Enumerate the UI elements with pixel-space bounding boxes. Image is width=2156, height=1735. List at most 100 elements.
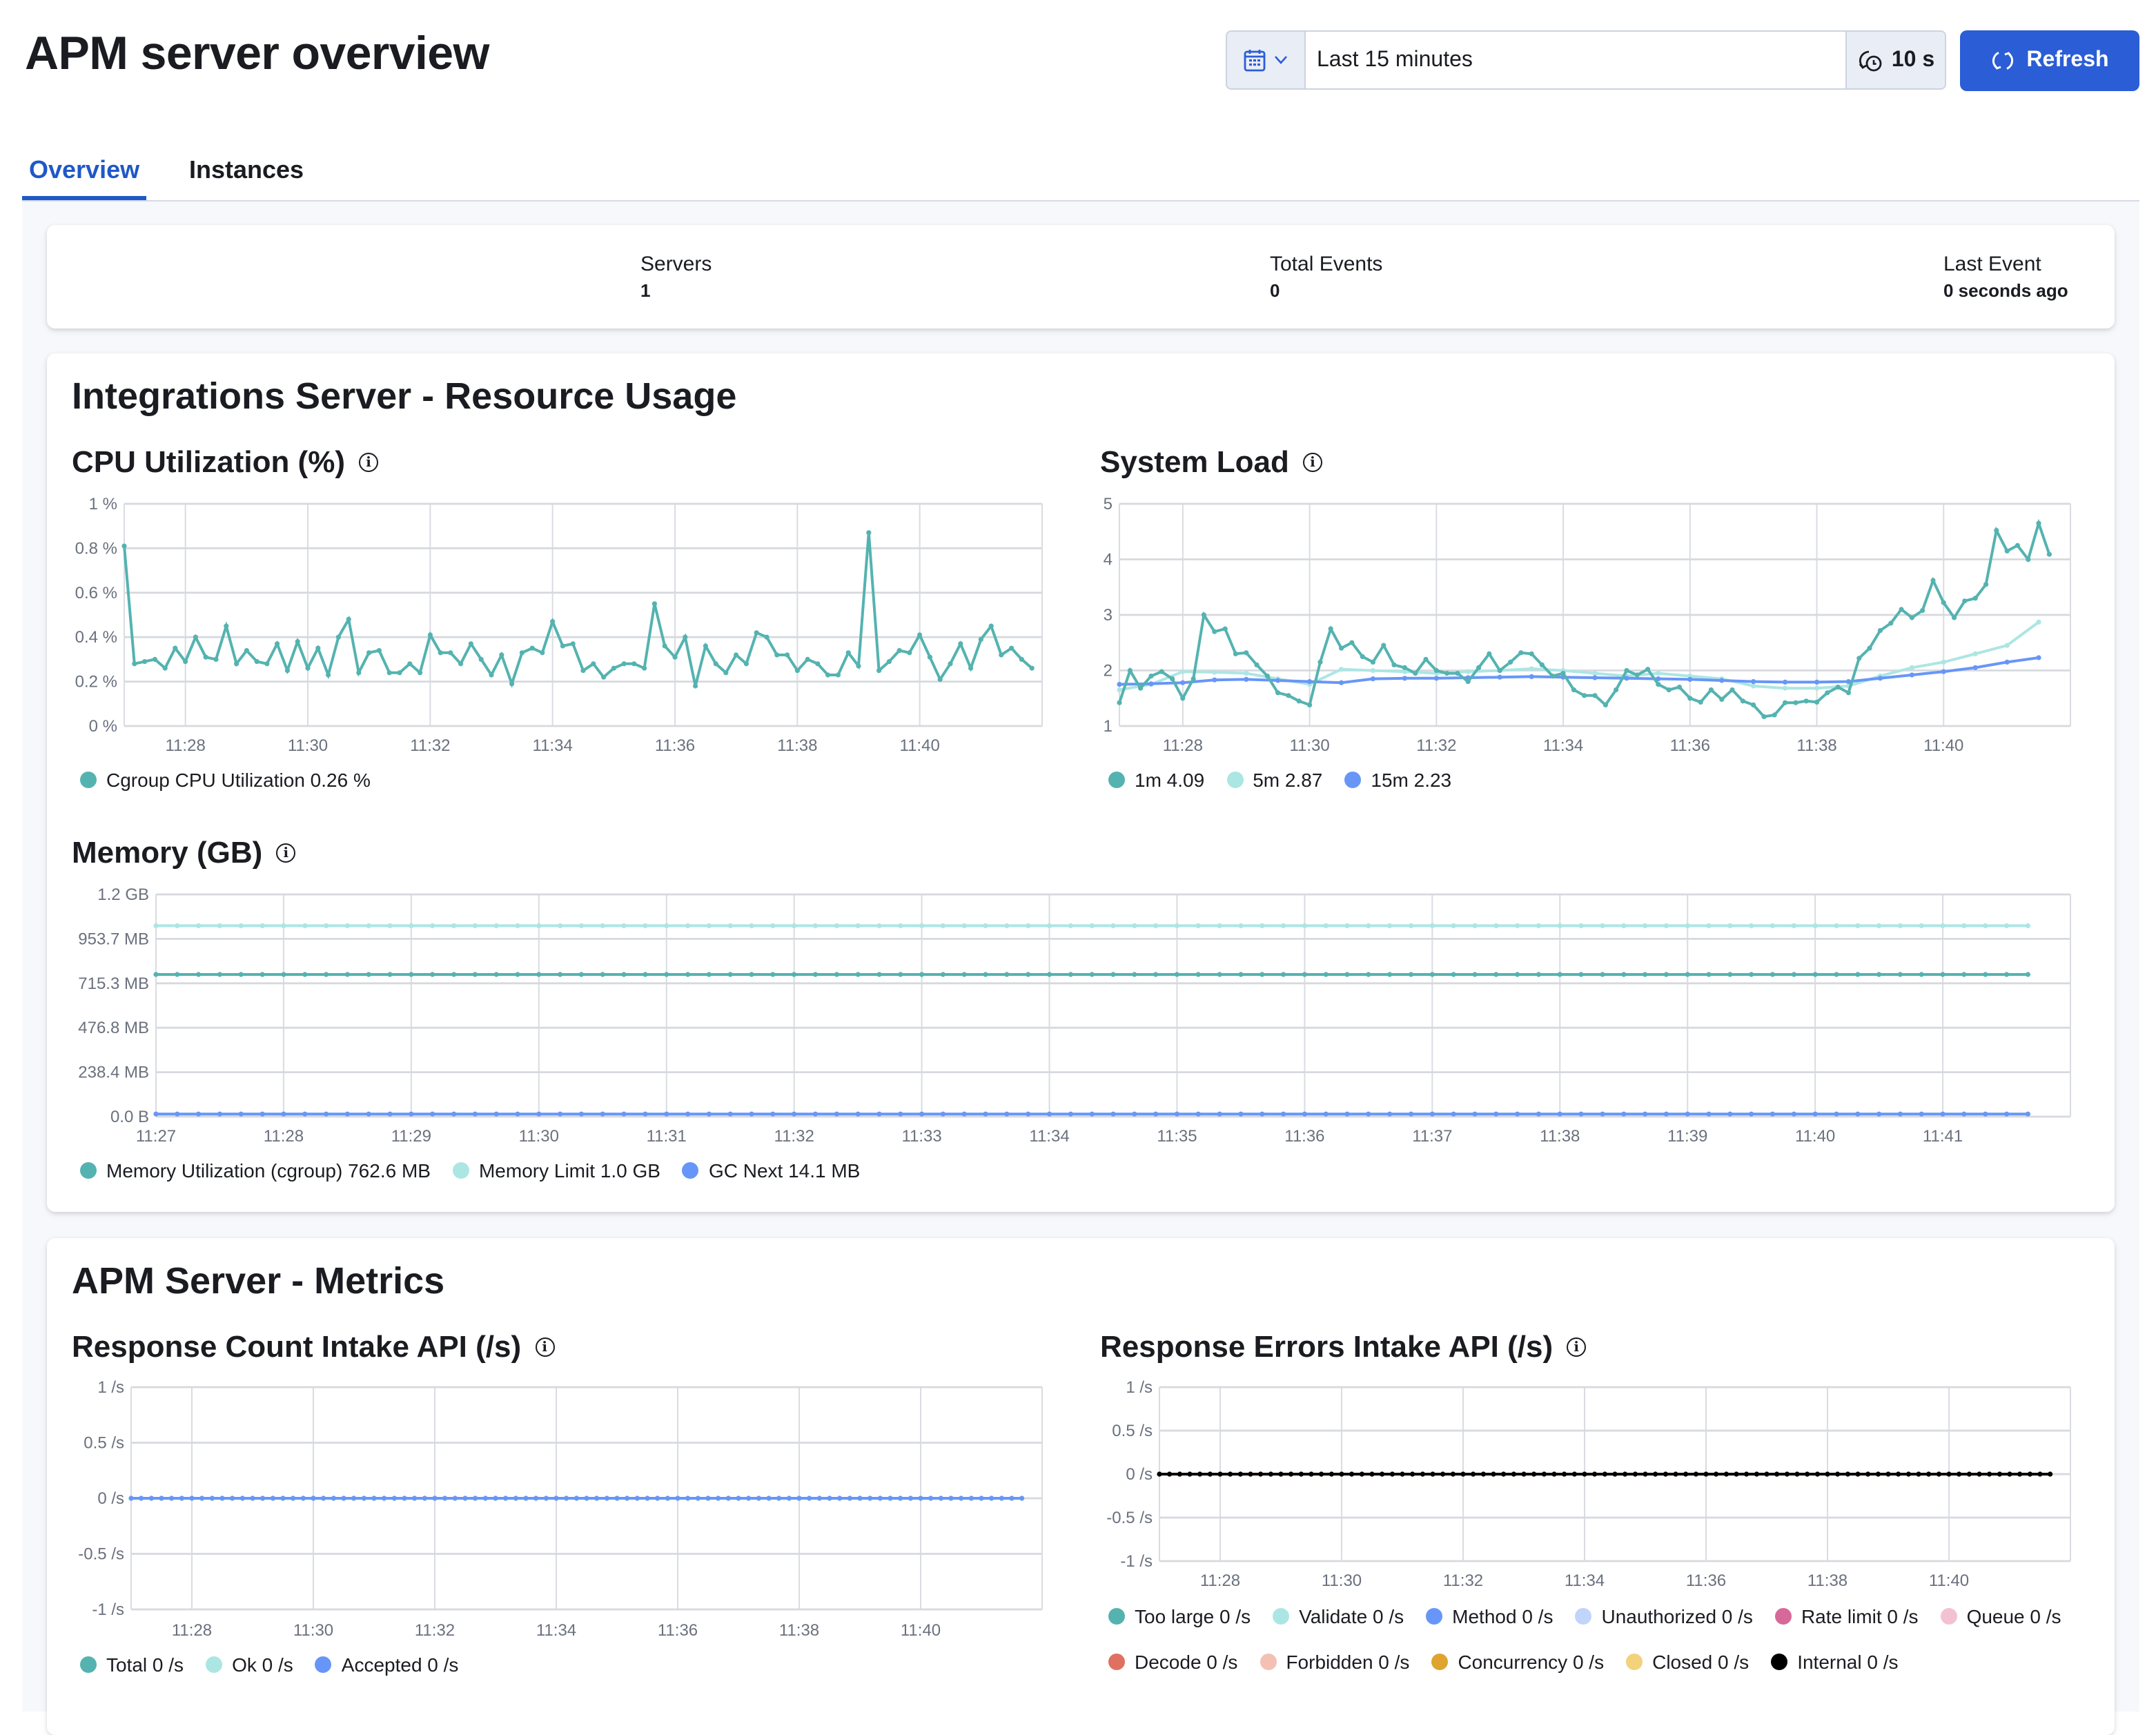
legend-label: Closed 0 /s [1652, 1651, 1750, 1673]
legend-item[interactable]: Method 0 /s [1426, 1605, 1553, 1627]
legend-color-dot-icon [315, 1656, 332, 1673]
stat-last-event: Last Event 0 seconds ago [1943, 253, 2068, 301]
legend-color-dot-icon [1273, 1608, 1290, 1625]
response-errors-chart-title: Response Errors Intake API (/s) i [1100, 1329, 1587, 1365]
legend-color-dot-icon [206, 1656, 223, 1673]
stat-value: 0 [1270, 280, 1280, 301]
legend-label: 15m 2.23 [1371, 769, 1452, 791]
chart-title: Response Errors Intake API (/s) [1100, 1329, 1554, 1364]
auto-refresh-clock-icon [1859, 50, 1883, 71]
legend-item[interactable]: 15m 2.23 [1344, 769, 1451, 791]
resource-usage-panel [47, 353, 2115, 1212]
legend-item[interactable]: Queue 0 /s [1940, 1605, 2061, 1627]
refresh-label: Refresh [2026, 48, 2109, 72]
legend-item[interactable]: Rate limit 0 /s [1774, 1605, 1919, 1627]
cpu-legend: Cgroup CPU Utilization 0.26 % [80, 769, 371, 791]
legend-item[interactable]: Validate 0 /s [1273, 1605, 1404, 1627]
legend-item[interactable]: Forbidden 0 /s [1260, 1651, 1409, 1673]
legend-item[interactable]: Memory Limit 1.0 GB [452, 1159, 660, 1182]
chart-title: System Load [1100, 444, 1289, 479]
legend-color-dot-icon [1575, 1608, 1592, 1625]
legend-item[interactable]: Too large 0 /s [1108, 1605, 1251, 1627]
legend-label: 1m 4.09 [1135, 769, 1205, 791]
tab-instances[interactable]: Instances [189, 156, 304, 184]
refresh-button[interactable]: Refresh [1960, 30, 2139, 91]
stat-label: Last Event [1943, 253, 2041, 276]
legend-item[interactable]: Internal 0 /s [1771, 1651, 1899, 1673]
response-count-chart-title: Response Count Intake API (/s) i [72, 1329, 555, 1365]
legend-color-dot-icon [452, 1162, 469, 1179]
legend-label: GC Next 14.1 MB [708, 1159, 861, 1182]
refresh-icon [1992, 52, 2014, 70]
count-legend: Total 0 /s Ok 0 /s Accepted 0 /s [80, 1654, 458, 1676]
legend-label: Too large 0 /s [1135, 1605, 1251, 1627]
chevron-down-icon [1275, 56, 1287, 64]
legend-item[interactable]: Ok 0 /s [206, 1654, 293, 1676]
page-title: APM server overview [25, 28, 489, 80]
chart-title: Response Count Intake API (/s) [72, 1329, 522, 1364]
legend-color-dot-icon [1260, 1654, 1277, 1670]
legend-color-dot-icon [1626, 1654, 1643, 1670]
legend-label: Accepted 0 /s [341, 1654, 459, 1676]
legend-color-dot-icon [80, 772, 97, 788]
cpu-chart-title: CPU Utilization (%) i [72, 444, 378, 480]
legend-label: Queue 0 /s [1966, 1605, 2061, 1627]
legend-item[interactable]: 5m 2.87 [1226, 769, 1322, 791]
memory-legend: Memory Utilization (cgroup) 762.6 MB Memo… [80, 1159, 860, 1182]
tab-overview[interactable]: Overview [29, 156, 140, 184]
info-icon[interactable]: i [1302, 453, 1322, 472]
quick-select-button[interactable] [1227, 32, 1304, 88]
section-title-apm-metrics: APM Server - Metrics [72, 1260, 445, 1302]
info-icon[interactable]: i [276, 843, 296, 863]
legend-item[interactable]: Closed 0 /s [1626, 1651, 1749, 1673]
legend-color-dot-icon [1344, 772, 1362, 788]
legend-label: Memory Limit 1.0 GB [478, 1159, 660, 1182]
legend-label: Method 0 /s [1452, 1605, 1554, 1627]
stat-value: 1 [640, 280, 651, 301]
legend-color-dot-icon [1774, 1608, 1792, 1625]
chart-title: Memory (GB) [72, 835, 263, 870]
stat-value: 0 seconds ago [1943, 280, 2068, 301]
active-tab-indicator [22, 196, 146, 200]
errors-legend: Too large 0 /s Validate 0 /s Method 0 /s Un… [1108, 1605, 2102, 1673]
legend-color-dot-icon [1431, 1654, 1449, 1670]
legend-color-dot-icon [1108, 772, 1125, 788]
stat-servers: Servers 1 [640, 253, 712, 301]
legend-color-dot-icon [1940, 1608, 1957, 1625]
time-range-input[interactable]: Last 15 minutes [1304, 32, 1847, 88]
legend-item[interactable]: Cgroup CPU Utilization 0.26 % [80, 769, 371, 791]
load-legend: 1m 4.09 5m 2.87 15m 2.23 [1108, 769, 1451, 791]
info-icon[interactable]: i [359, 453, 378, 472]
legend-label: Internal 0 /s [1797, 1651, 1899, 1673]
legend-item[interactable]: Memory Utilization (cgroup) 762.6 MB [80, 1159, 431, 1182]
legend-item[interactable]: Unauthorized 0 /s [1575, 1605, 1753, 1627]
date-picker: Last 15 minutes 10 s [1226, 30, 1946, 90]
legend-item[interactable]: 1m 4.09 [1108, 769, 1204, 791]
legend-color-dot-icon [682, 1162, 699, 1179]
legend-color-dot-icon [1226, 772, 1244, 788]
memory-chart-title: Memory (GB) i [72, 835, 296, 871]
stat-label: Total Events [1270, 253, 1383, 276]
legend-item[interactable]: Concurrency 0 /s [1431, 1651, 1604, 1673]
legend-label: Memory Utilization (cgroup) 762.6 MB [106, 1159, 431, 1182]
legend-color-dot-icon [80, 1162, 97, 1179]
legend-color-dot-icon [1426, 1608, 1443, 1625]
legend-label: Rate limit 0 /s [1801, 1605, 1919, 1627]
info-icon[interactable]: i [535, 1337, 555, 1357]
legend-item[interactable]: Decode 0 /s [1108, 1651, 1237, 1673]
refresh-interval-button[interactable]: 10 s [1848, 32, 1945, 88]
stat-label: Servers [640, 253, 712, 276]
legend-item[interactable]: Total 0 /s [80, 1654, 184, 1676]
section-title-resource-usage: Integrations Server - Resource Usage [72, 375, 737, 417]
legend-color-dot-icon [80, 1656, 97, 1673]
system-load-chart-title: System Load i [1100, 444, 1322, 480]
tabs-divider [22, 200, 2139, 202]
legend-item[interactable]: GC Next 14.1 MB [682, 1159, 861, 1182]
legend-item[interactable]: Accepted 0 /s [315, 1654, 459, 1676]
legend-color-dot-icon [1108, 1654, 1125, 1670]
legend-label: Cgroup CPU Utilization 0.26 % [106, 769, 371, 791]
info-icon[interactable]: i [1567, 1337, 1587, 1357]
legend-color-dot-icon [1108, 1608, 1125, 1625]
summary-stats-panel [47, 225, 2115, 329]
